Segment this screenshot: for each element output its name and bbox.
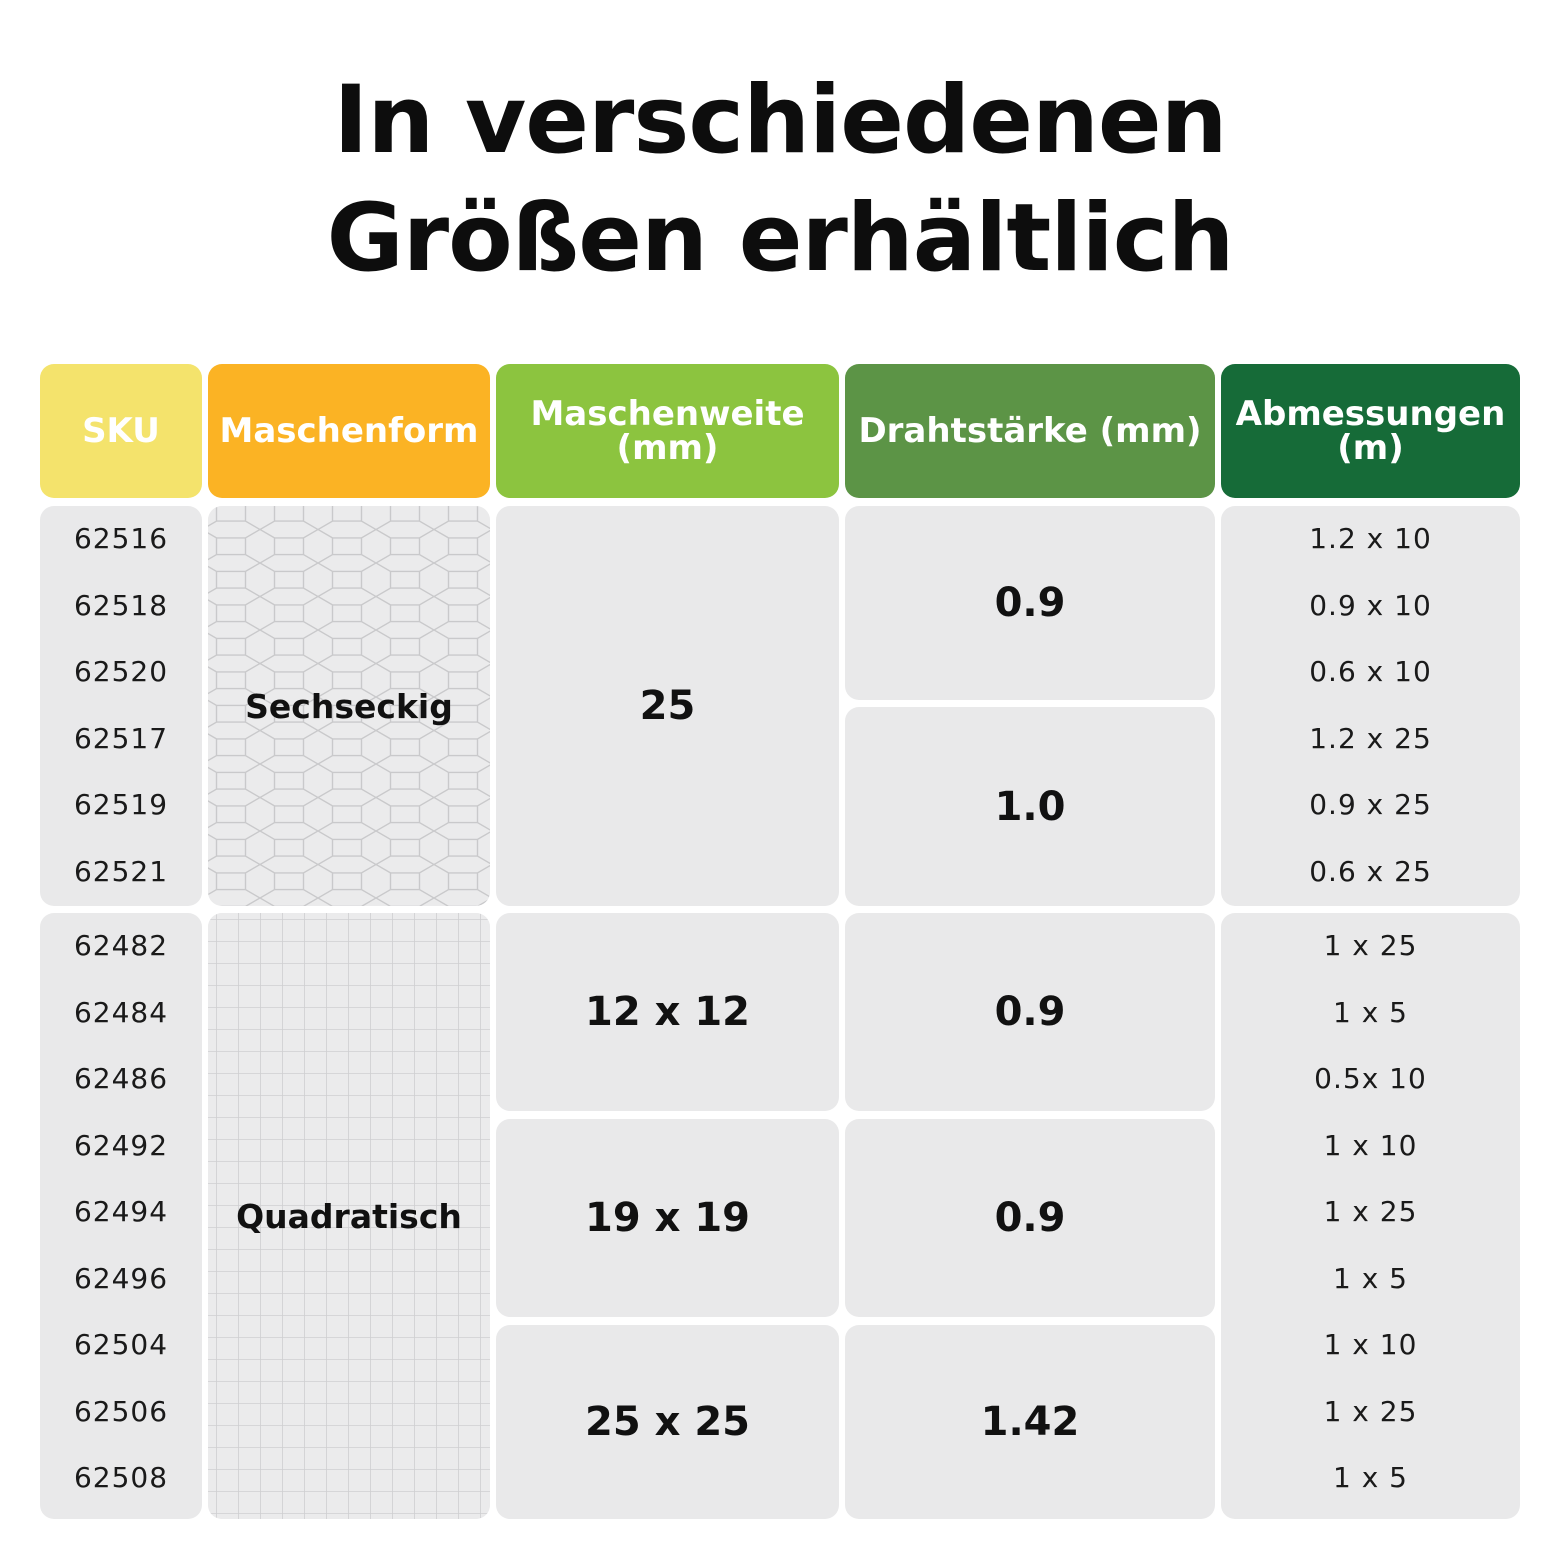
- maschenform-hexagonal-cell: Sechseckig: [208, 506, 490, 906]
- title-line-1: In verschiedenen: [333, 66, 1227, 175]
- abmessungen-item: 1 x 5: [1333, 995, 1408, 1029]
- abmessungen-item: 1 x 25: [1323, 1394, 1418, 1428]
- sku-item: 62521: [73, 854, 169, 888]
- header-sku-label: SKU: [82, 411, 160, 451]
- drahtstaerke-cell: 0.9: [845, 1119, 1215, 1317]
- square-mesh-icon: [208, 913, 490, 1519]
- sku-item: 62492: [73, 1128, 169, 1162]
- hexagon-mesh-icon: [208, 506, 490, 906]
- header-abmessungen: Abmessungen (m): [1221, 364, 1520, 498]
- drahtstaerke-value: 0.9: [994, 580, 1066, 626]
- abmessungen-item: 1 x 5: [1333, 1261, 1408, 1295]
- header-sku: SKU: [40, 364, 202, 498]
- abmessungen-list-square: 1 x 25 1 x 5 0.5x 10 1 x 10 1 x 25 1 x 5…: [1221, 913, 1520, 1519]
- maschenweite-value: 12 x 12: [585, 989, 750, 1035]
- maschenweite-cell: 19 x 19: [496, 1119, 839, 1317]
- abmessungen-item: 1.2 x 10: [1309, 522, 1432, 555]
- drahtstaerke-value: 0.9: [994, 989, 1066, 1035]
- header-maschenweite-unit: (mm): [616, 428, 719, 468]
- sku-item: 62516: [73, 522, 169, 555]
- drahtstaerke-value: 1.42: [980, 1399, 1080, 1445]
- sku-item: 62517: [73, 721, 169, 755]
- drahtstaerke-cell: 1.0: [845, 707, 1215, 906]
- header-maschenweite: Maschenweite (mm): [496, 364, 839, 498]
- header-drahtstaerke-label: Drahtstärke (mm): [858, 411, 1202, 451]
- abmessungen-item: 1 x 10: [1323, 1328, 1418, 1361]
- abmessungen-item: 1 x 10: [1323, 1128, 1418, 1162]
- maschenform-hexagonal-label: Sechseckig: [245, 686, 453, 726]
- sku-item: 62482: [73, 929, 169, 962]
- drahtstaerke-cell: 0.9: [845, 506, 1215, 700]
- maschenweite-value: 25: [639, 683, 696, 729]
- drahtstaerke-cell: 0.9: [845, 913, 1215, 1111]
- sku-item: 62506: [73, 1394, 169, 1428]
- maschenweite-value: 19 x 19: [585, 1195, 750, 1241]
- abmessungen-item: 0.9 x 10: [1309, 588, 1432, 622]
- header-maschenform-label: Maschenform: [219, 411, 479, 451]
- sku-item: 62484: [73, 995, 169, 1029]
- abmessungen-item: 0.6 x 10: [1309, 655, 1432, 688]
- header-maschenform: Maschenform: [208, 364, 490, 498]
- abmessungen-item: 1.2 x 25: [1309, 721, 1432, 755]
- maschenweite-hexagonal-cell: 25: [496, 506, 839, 906]
- abmessungen-item: 0.6 x 25: [1309, 854, 1432, 888]
- header-maschenweite-label: Maschenweite: [530, 394, 805, 434]
- sku-item: 62504: [73, 1328, 169, 1361]
- sku-list-hexagonal: 62516 62518 62520 62517 62519 62521: [40, 506, 202, 906]
- abmessungen-item: 1 x 25: [1323, 929, 1418, 962]
- maschenform-square-cell: Quadratisch: [208, 913, 490, 1519]
- drahtstaerke-cell: 1.42: [845, 1325, 1215, 1519]
- title-line-2: Größen erhältlich: [326, 184, 1235, 293]
- abmessungen-item: 0.5x 10: [1314, 1062, 1427, 1095]
- abmessungen-list-hexagonal: 1.2 x 10 0.9 x 10 0.6 x 10 1.2 x 25 0.9 …: [1221, 506, 1520, 906]
- sku-item: 62494: [73, 1195, 169, 1228]
- maschenweite-value: 25 x 25: [585, 1399, 750, 1445]
- header-drahtstaerke: Drahtstärke (mm): [845, 364, 1215, 498]
- sku-item: 62520: [73, 655, 169, 688]
- abmessungen-item: 1 x 5: [1333, 1461, 1408, 1494]
- maschenweite-cell: 25 x 25: [496, 1325, 839, 1519]
- sku-item: 62508: [73, 1461, 169, 1494]
- drahtstaerke-value: 0.9: [994, 1195, 1066, 1241]
- sku-list-square: 62482 62484 62486 62492 62494 62496 6250…: [40, 913, 202, 1519]
- sku-item: 62496: [73, 1261, 169, 1295]
- abmessungen-item: 1 x 25: [1323, 1195, 1418, 1228]
- sku-item: 62518: [73, 588, 169, 622]
- header-abmessungen-unit: (m): [1337, 428, 1404, 468]
- abmessungen-item: 0.9 x 25: [1309, 788, 1432, 821]
- sku-item: 62486: [73, 1062, 169, 1095]
- maschenweite-cell: 12 x 12: [496, 913, 839, 1111]
- page-title: In verschiedenen Größen erhältlich: [0, 62, 1560, 298]
- maschenform-square-label: Quadratisch: [236, 1196, 462, 1236]
- sku-item: 62519: [73, 788, 169, 821]
- header-abmessungen-label: Abmessungen: [1235, 394, 1506, 434]
- drahtstaerke-value: 1.0: [994, 783, 1066, 830]
